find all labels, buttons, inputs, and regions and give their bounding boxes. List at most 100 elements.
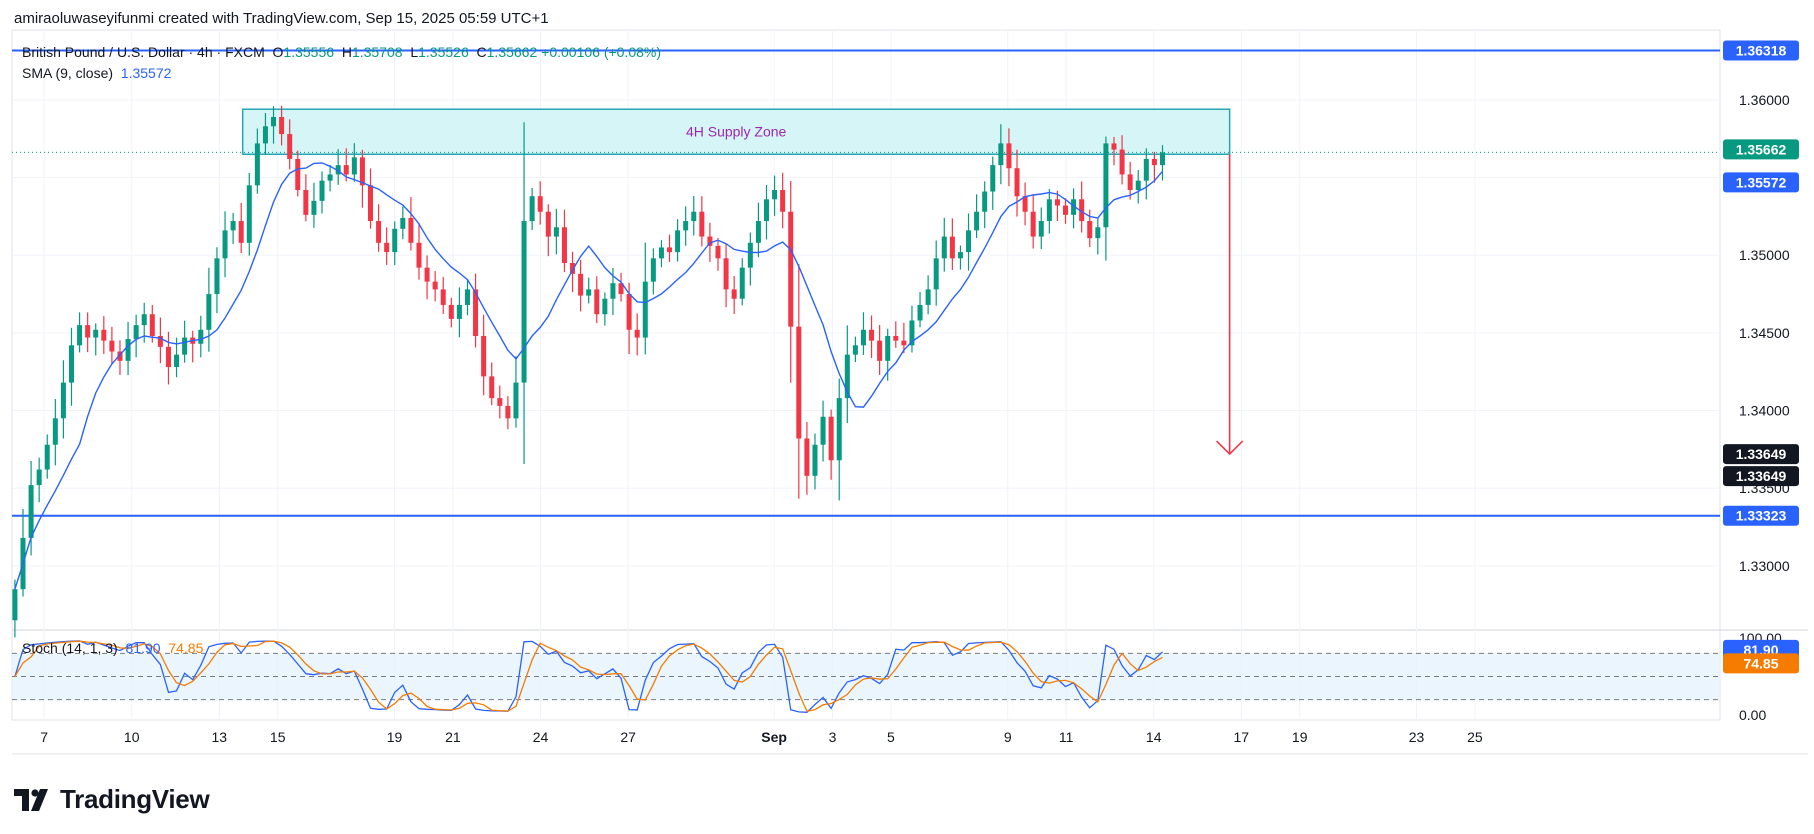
candle — [626, 282, 632, 355]
candle — [165, 331, 171, 385]
time-tick-label: 17 — [1234, 729, 1250, 745]
level-price-tag — [1723, 40, 1799, 61]
candle — [20, 508, 26, 597]
candle — [1030, 194, 1036, 249]
candle-body — [780, 189, 786, 212]
supply-zone-rect[interactable] — [241, 108, 1231, 156]
candle — [351, 143, 357, 182]
candle — [246, 172, 252, 256]
candle-body — [852, 345, 858, 355]
stoch-tick-label: 0.00 — [1739, 707, 1766, 723]
candle — [262, 113, 268, 155]
candle-body — [1159, 152, 1165, 166]
candle — [1054, 190, 1060, 222]
candle-body — [343, 165, 349, 175]
candle — [68, 327, 74, 406]
candle-body — [553, 227, 559, 237]
candle-body — [367, 185, 374, 222]
candle-body — [489, 376, 495, 399]
candle-body — [287, 134, 293, 159]
candle — [489, 362, 495, 406]
candle — [877, 325, 883, 375]
candle-body — [141, 314, 147, 326]
candle-body — [303, 189, 309, 215]
candle-body — [974, 211, 980, 231]
candle-body — [473, 289, 479, 336]
candle — [1062, 198, 1069, 224]
sma-label: SMA (9, close) — [22, 65, 114, 81]
candle-body — [788, 211, 794, 327]
candle — [1159, 145, 1165, 181]
candle — [933, 240, 939, 306]
candle-body — [537, 196, 543, 212]
candle — [473, 273, 479, 348]
time-tick-label: 14 — [1146, 729, 1162, 745]
candle-body — [869, 329, 875, 341]
candle-body — [699, 211, 705, 237]
candle — [941, 217, 947, 272]
candle — [93, 323, 99, 356]
candle-body — [262, 126, 268, 144]
price-tick-label: 1.35000 — [1739, 247, 1790, 263]
candle-body — [909, 320, 915, 346]
candle — [1103, 136, 1109, 261]
candle-body — [174, 354, 180, 368]
candle-body — [1054, 199, 1060, 206]
tradingview-logo[interactable]: TradingView — [14, 784, 210, 815]
candle — [392, 221, 398, 266]
candle-body — [182, 337, 188, 355]
price-tick-label: 1.34000 — [1739, 403, 1790, 419]
candle — [384, 227, 390, 265]
candle-body — [230, 221, 236, 231]
candle — [998, 124, 1004, 185]
candle — [529, 187, 535, 231]
candle — [820, 400, 826, 462]
price-tick-label: 1.34500 — [1739, 325, 1790, 341]
candle — [901, 322, 907, 354]
candle — [1135, 170, 1141, 204]
low-label: L — [410, 44, 419, 60]
candle-body — [238, 221, 244, 243]
candle — [642, 242, 648, 355]
candle — [788, 180, 794, 383]
candle-body — [254, 143, 260, 186]
candle — [836, 378, 842, 501]
candle-body — [60, 382, 66, 419]
low-value: 1.35526 — [418, 44, 469, 60]
candle-body — [642, 281, 648, 338]
candle-body — [1079, 199, 1085, 222]
time-tick-label: 19 — [387, 729, 403, 745]
candle-body — [634, 329, 640, 338]
time-tick-label: 11 — [1059, 729, 1074, 745]
candle-body — [1022, 196, 1028, 212]
candle — [376, 204, 382, 252]
candle — [214, 247, 220, 314]
candle — [1119, 135, 1125, 185]
time-tick-label: 27 — [620, 729, 636, 745]
candle-body — [327, 174, 333, 181]
tradingview-logo-icon — [14, 788, 48, 811]
candle-body — [424, 267, 430, 282]
candle — [311, 182, 317, 228]
candle — [440, 277, 446, 314]
candle-body — [901, 340, 907, 346]
time-tick-label: 24 — [533, 729, 549, 745]
candle — [424, 255, 430, 300]
candle-body — [351, 157, 357, 175]
candle-body — [319, 180, 325, 201]
change-value: +0.00106 (+0.08%) — [541, 44, 662, 60]
candle-body — [416, 242, 422, 268]
candle — [594, 276, 600, 324]
candle-body — [844, 354, 850, 399]
candle — [650, 248, 656, 295]
level-price-label: 1.36318 — [1736, 43, 1787, 59]
candle-body — [93, 329, 99, 338]
candle-body — [747, 242, 753, 268]
candle — [755, 202, 761, 258]
candle-body — [957, 252, 963, 259]
candle-body — [1030, 211, 1036, 237]
candle-body — [36, 469, 42, 486]
arrow-layer — [1216, 154, 1244, 456]
candle — [537, 181, 543, 225]
